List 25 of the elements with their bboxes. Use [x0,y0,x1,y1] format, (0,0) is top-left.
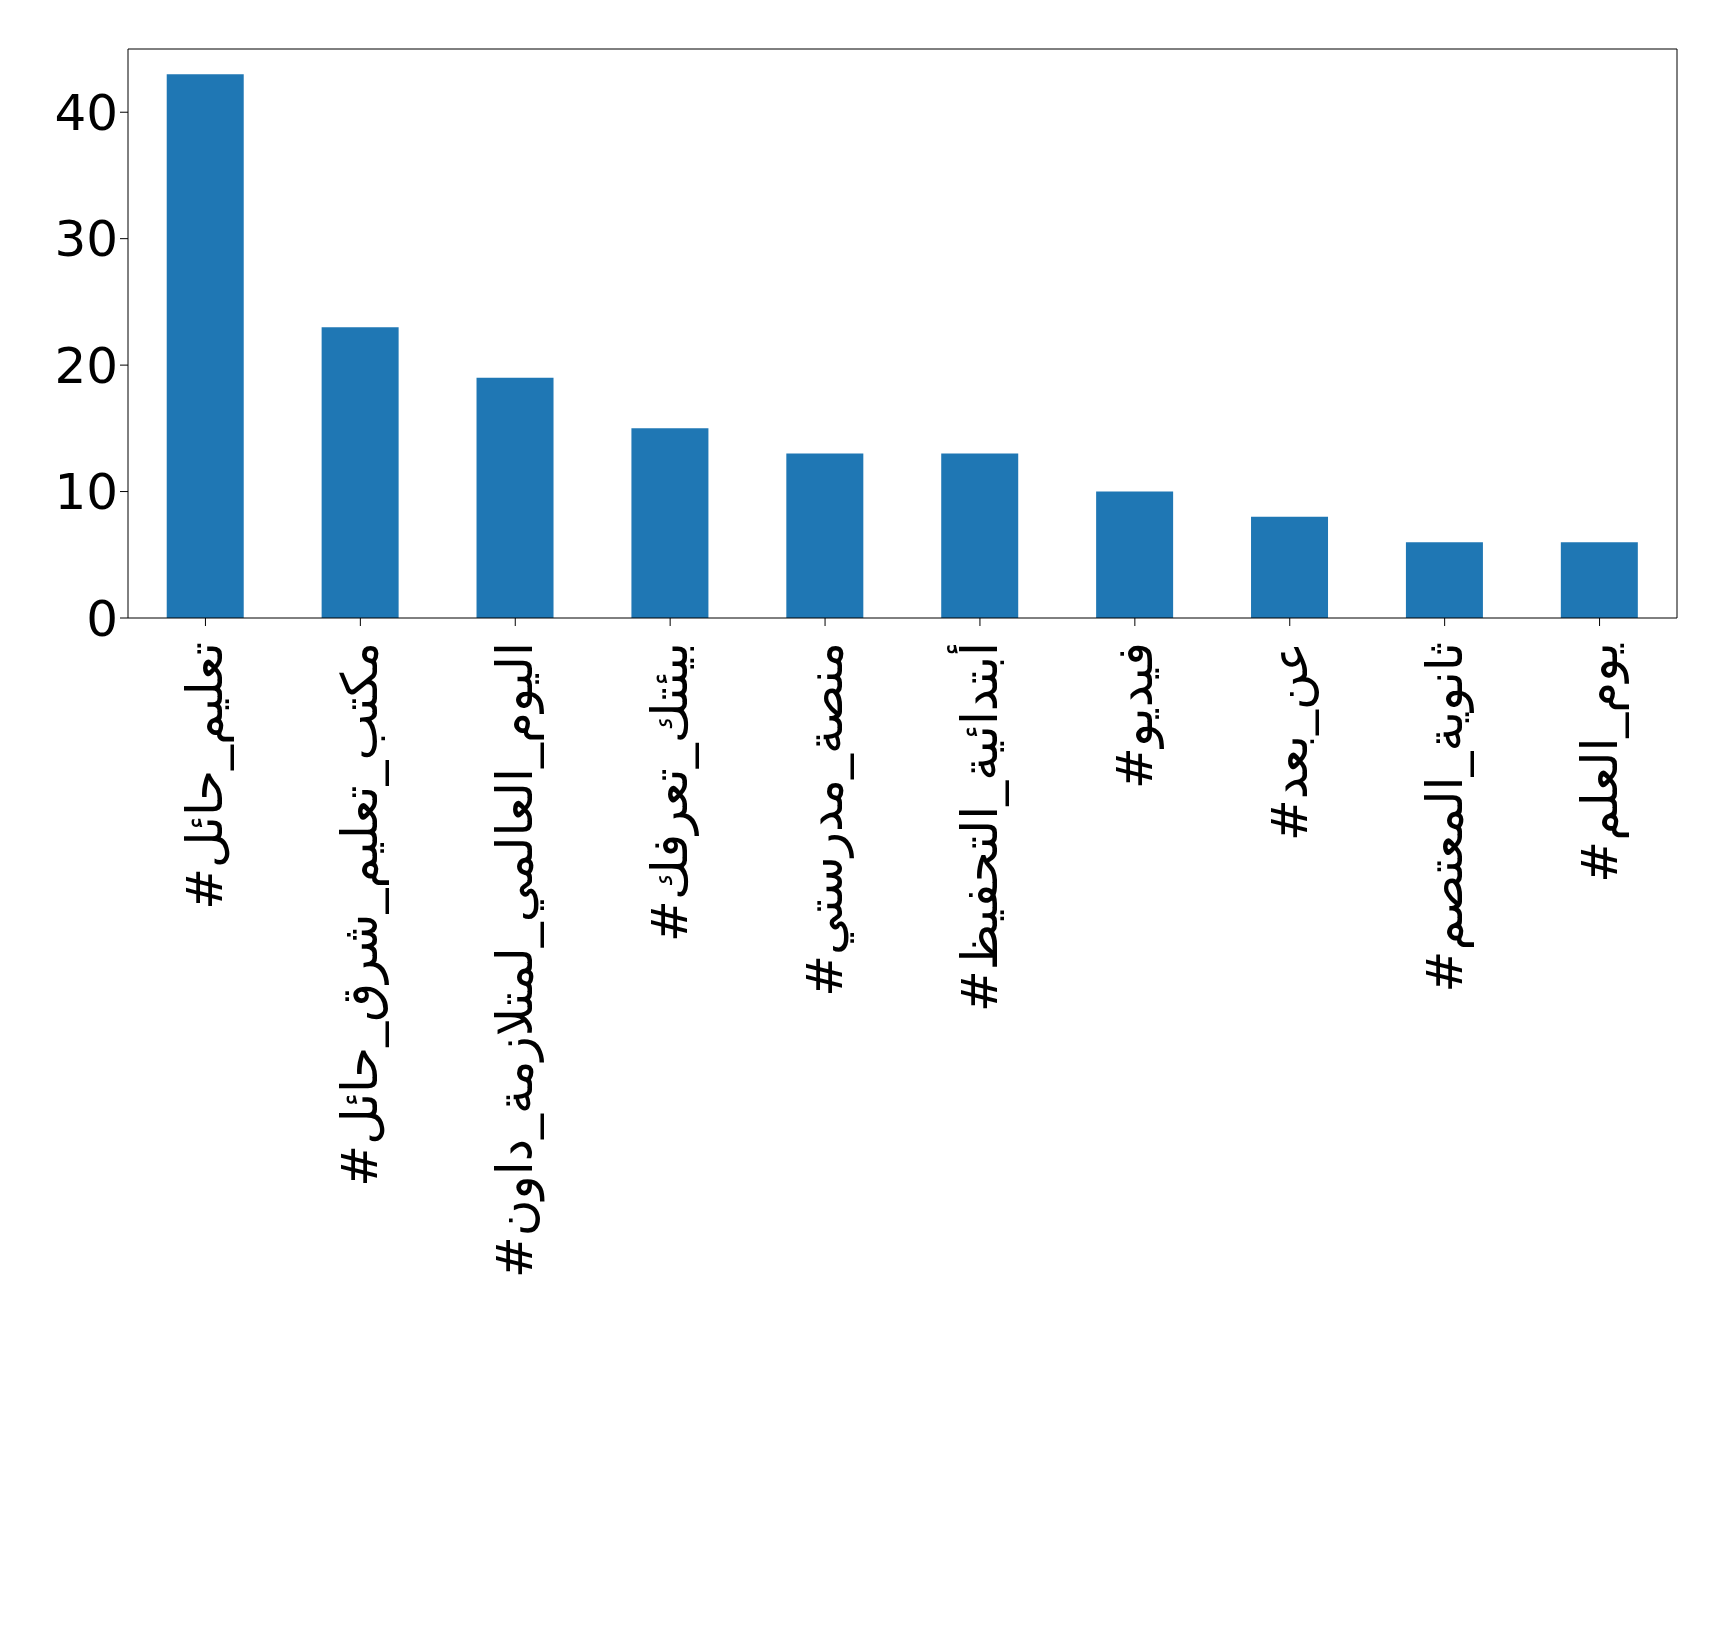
x-tick-label: #اليوم_العالمي_لمتلازمة_داون [486,642,546,1279]
x-tick-label: #عن_بعد [1260,642,1319,842]
x-tick-label: #منصة_مدرستي [796,642,855,997]
x-tick-label: #تعليم_حائل [176,642,235,910]
bar [1096,491,1174,618]
bar [1405,542,1483,618]
y-tick-label: 0 [86,589,118,648]
x-tick-label: #بيئتك_تعرفك [641,642,700,942]
bar [941,453,1019,618]
bar [476,377,554,618]
y-tick-label: 30 [54,210,118,269]
bar [1560,542,1638,618]
y-tick-label: 10 [54,463,118,522]
x-tick-label: #فيديو [1105,642,1164,789]
x-tick-label: #ثانوية_المعتصم [1415,642,1474,993]
bar [166,74,244,618]
bar [1251,516,1329,618]
bar [321,327,399,618]
bar [786,453,864,618]
x-tick-label: #يوم_العلم [1570,642,1629,883]
y-tick-label: 20 [54,336,118,395]
x-tick-label: #مكتب_تعليم_شرق_حائل [331,642,390,1187]
y-tick-label: 40 [54,83,118,142]
x-tick-label: #أبتدائية_التحفيظ [946,642,1009,1013]
bar [631,428,709,618]
